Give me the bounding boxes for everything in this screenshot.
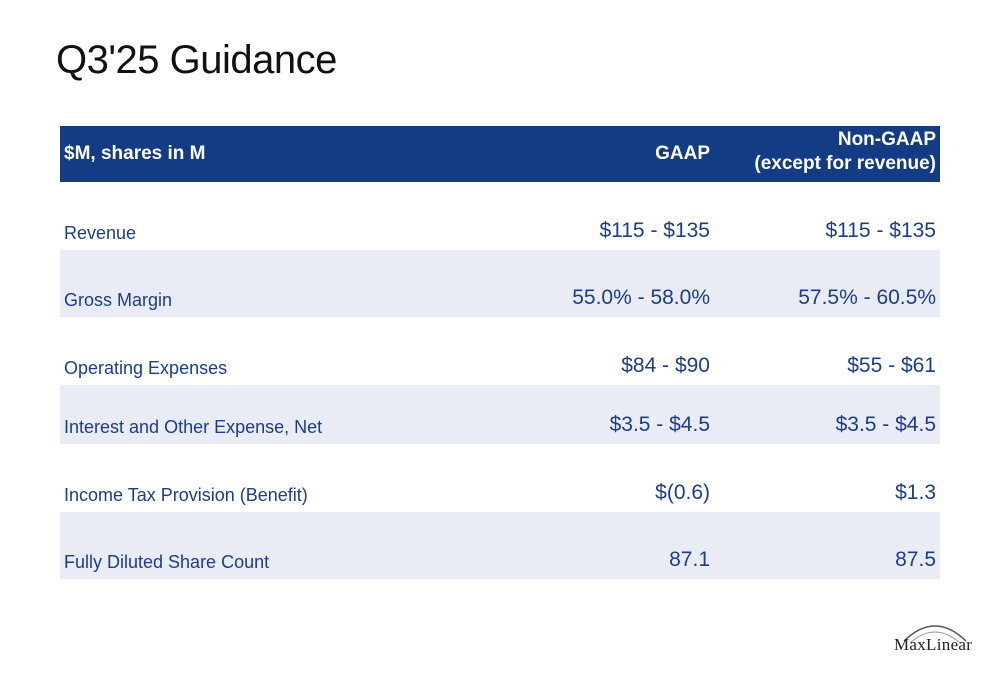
header-non-gaap: Non-GAAP (except for revenue) bbox=[754, 128, 936, 176]
row-label: Revenue bbox=[64, 223, 137, 243]
table-row: Fully Diluted Share Count 87.1 87.5 bbox=[60, 512, 940, 579]
row-non-gaap: $1.3 bbox=[895, 481, 936, 504]
row-non-gaap: 57.5% - 60.5% bbox=[798, 286, 936, 309]
header-non-gaap-line2: (except for revenue) bbox=[754, 153, 936, 174]
table-row: Interest and Other Expense, Net $3.5 - $… bbox=[60, 385, 940, 444]
logo-text: MaxLinear bbox=[894, 635, 973, 654]
maxlinear-logo: MaxLinear bbox=[894, 615, 984, 665]
row-label: Interest and Other Expense, Net bbox=[64, 417, 323, 437]
row-label: Gross Margin bbox=[64, 290, 173, 310]
row-label: Fully Diluted Share Count bbox=[64, 552, 270, 572]
row-gaap: 87.1 bbox=[669, 548, 710, 571]
row-non-gaap: $55 - $61 bbox=[847, 354, 936, 377]
header-units: $M, shares in M bbox=[64, 143, 206, 164]
row-non-gaap: $3.5 - $4.5 bbox=[835, 413, 936, 436]
table-row: Revenue $115 - $135 $115 - $135 bbox=[60, 182, 940, 250]
page-title: Q3'25 Guidance bbox=[56, 38, 337, 82]
row-non-gaap: 87.5 bbox=[895, 548, 936, 571]
row-label: Operating Expenses bbox=[64, 358, 228, 378]
row-gaap: $3.5 - $4.5 bbox=[609, 413, 710, 436]
table-row: Gross Margin 55.0% - 58.0% 57.5% - 60.5% bbox=[60, 250, 940, 317]
table-row: Income Tax Provision (Benefit) $(0.6) $1… bbox=[60, 444, 940, 512]
guidance-table: $M, shares in M GAAP Non-GAAP (except fo… bbox=[60, 126, 940, 579]
row-gaap: $84 - $90 bbox=[621, 354, 710, 377]
row-gaap: $115 - $135 bbox=[599, 219, 710, 242]
row-label: Income Tax Provision (Benefit) bbox=[64, 485, 308, 505]
logo-swoosh-icon bbox=[903, 625, 967, 644]
header-gaap: GAAP bbox=[655, 143, 710, 164]
row-gaap: $(0.6) bbox=[655, 481, 710, 504]
row-non-gaap: $115 - $135 bbox=[825, 219, 936, 242]
table-row: Operating Expenses $84 - $90 $55 - $61 bbox=[60, 317, 940, 385]
header-non-gaap-line1: Non-GAAP bbox=[837, 129, 936, 150]
table-header: $M, shares in M GAAP Non-GAAP (except fo… bbox=[60, 126, 940, 182]
row-gaap: 55.0% - 58.0% bbox=[572, 286, 710, 309]
